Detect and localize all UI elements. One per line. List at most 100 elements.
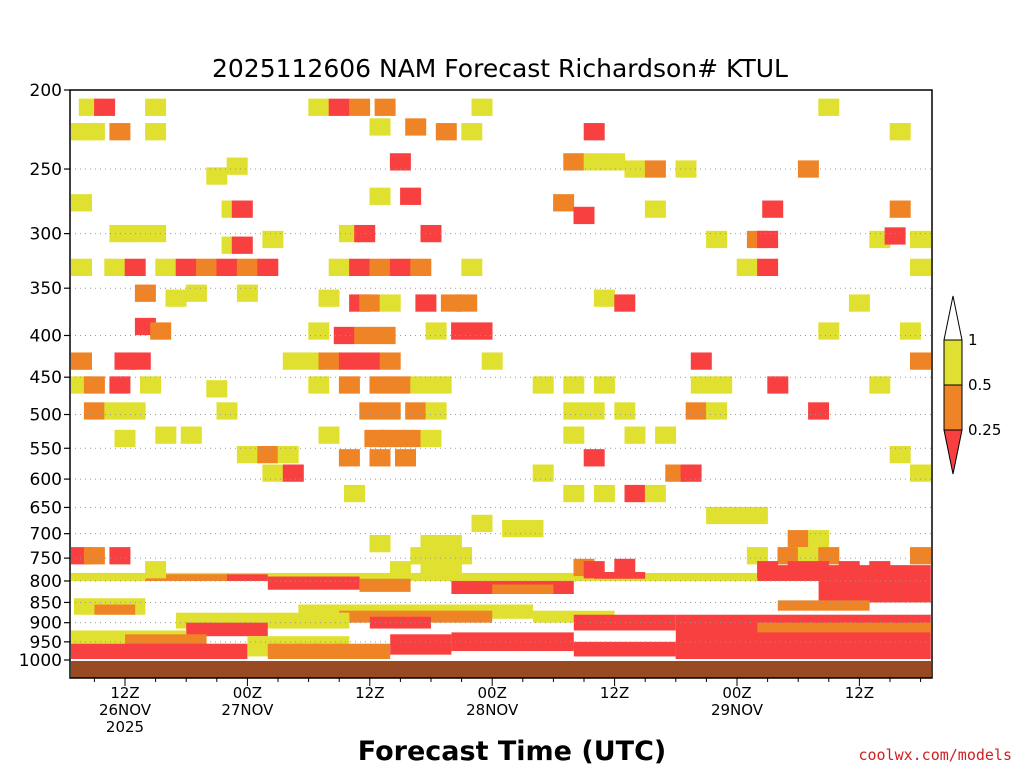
heatmap-band	[267, 643, 391, 660]
heatmap-cell	[354, 224, 376, 243]
heatmap-cell	[787, 561, 809, 579]
ground-surface	[71, 660, 931, 678]
y-tick-label: 700	[30, 525, 62, 545]
y-tick-label: 950	[30, 633, 62, 653]
heatmap-cell	[410, 547, 432, 565]
color-legend: 1 0.5 0.25	[943, 295, 1001, 475]
heatmap-cell	[328, 258, 350, 276]
x-tick-label: 12Z	[355, 684, 384, 702]
heatmap-cell	[94, 98, 116, 116]
x-tick-label: 12Z	[845, 684, 874, 702]
y-tick-label: 1000	[19, 651, 62, 671]
heatmap-band	[573, 614, 676, 631]
heatmap-cell	[757, 561, 779, 579]
legend-label: 0.5	[968, 376, 992, 394]
credit-text: coolwx.com/models	[858, 746, 1012, 764]
heatmap-cell	[797, 160, 819, 178]
heatmap-cell	[226, 157, 248, 175]
heatmap-cell	[354, 326, 376, 345]
heatmap-cell	[349, 258, 371, 276]
heatmap-cell	[456, 294, 478, 312]
heatmap-cell	[848, 294, 870, 312]
heatmap-cell	[644, 484, 666, 503]
heatmap-cell	[690, 352, 712, 370]
heatmap-band	[267, 576, 360, 590]
heatmap-cell	[838, 561, 860, 579]
heatmap-cell	[583, 561, 605, 579]
heatmap-cell	[155, 426, 177, 444]
heatmap-cell	[369, 376, 391, 394]
heatmap-cell	[420, 224, 442, 243]
heatmap-cell	[175, 258, 197, 276]
heatmap-cell	[369, 535, 391, 553]
heatmap-cell	[746, 506, 768, 525]
heatmap-cell	[583, 449, 605, 467]
heatmap-cell	[359, 294, 381, 312]
heatmap-cell	[614, 558, 636, 577]
heatmap-cell	[83, 402, 105, 420]
heatmap-band	[227, 574, 268, 581]
legend-swatch	[943, 384, 963, 431]
heatmap-cell	[685, 402, 707, 420]
heatmap-cell	[145, 561, 167, 579]
heatmap-cell	[655, 426, 677, 444]
heatmap-cell	[767, 376, 789, 394]
heatmap-cell	[451, 547, 473, 565]
heatmap-cell	[344, 484, 365, 503]
heatmap-cell	[706, 230, 728, 249]
heatmap-cell	[563, 153, 585, 171]
heatmap-band	[145, 574, 227, 581]
heatmap-cell	[624, 426, 646, 444]
heatmap-cell	[889, 446, 911, 464]
heatmap-cell	[389, 258, 411, 276]
heatmap-cell	[318, 426, 340, 444]
legend-top-arrow	[943, 295, 963, 341]
heatmap-cell	[762, 200, 784, 218]
heatmap-band	[125, 634, 207, 646]
heatmap-cell	[757, 230, 779, 249]
y-tick-label: 550	[30, 439, 62, 459]
heatmap-cell	[563, 426, 585, 444]
heatmap-cell	[145, 123, 167, 141]
heatmap-cell	[593, 289, 615, 307]
heatmap-cell	[308, 376, 330, 394]
heatmap-cell	[140, 376, 161, 394]
heatmap-cell	[333, 326, 355, 345]
heatmap-cell	[129, 352, 151, 370]
heatmap-cell	[338, 352, 360, 370]
heatmap-cell	[379, 429, 401, 448]
heatmap-cell	[502, 519, 524, 538]
heatmap-cell	[318, 352, 340, 370]
heatmap-cell	[379, 352, 401, 370]
heatmap-cell	[124, 258, 146, 276]
heatmap-cell	[808, 561, 830, 579]
plot-frame	[69, 89, 933, 679]
heatmap-cell	[869, 561, 891, 579]
heatmap-cell	[573, 206, 595, 225]
heatmap-cell	[308, 322, 330, 340]
y-tick-label: 650	[30, 498, 62, 518]
heatmap-cell	[461, 123, 483, 141]
heatmap-cell	[389, 561, 411, 579]
heatmap-cell	[389, 376, 411, 394]
heatmap-cell	[706, 506, 728, 525]
heatmap-band	[777, 600, 870, 611]
heatmap-band	[675, 645, 727, 660]
heatmap-cell	[257, 446, 279, 464]
y-axis-ticks: 200 250 300 350 400 450 500 550 600 650 700 750 8008…	[19, 81, 70, 671]
heatmap-cell	[777, 547, 799, 565]
heatmap-cell	[690, 376, 712, 394]
heatmap-cell	[83, 376, 105, 394]
heatmap-cell	[787, 530, 809, 548]
heatmap-cell	[644, 200, 666, 218]
heatmap-cell	[746, 547, 768, 565]
heatmap-cell	[410, 376, 432, 394]
heatmap-cell	[104, 258, 126, 276]
heatmap-cell	[461, 258, 483, 276]
heatmap-cell	[420, 429, 442, 448]
heatmap-cell	[257, 258, 279, 276]
heatmap-cell	[910, 464, 931, 482]
heatmap-cell	[889, 123, 911, 141]
heatmap-cell	[282, 464, 304, 482]
heatmap-cell	[471, 514, 493, 533]
